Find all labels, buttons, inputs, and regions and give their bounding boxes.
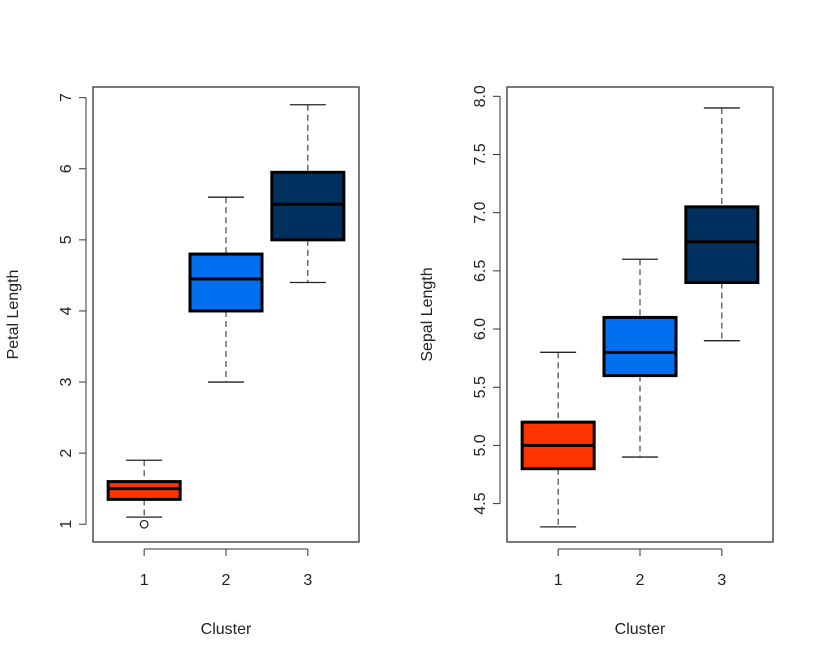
x-tick-label: 2 — [636, 572, 645, 589]
y-tick-label: 8.0 — [472, 85, 489, 107]
y-tick-label: 4 — [58, 306, 75, 315]
y-tick-label: 6.5 — [472, 260, 489, 282]
outlier-point — [139, 519, 149, 529]
y-tick-label: 3 — [58, 377, 75, 386]
x-tick-label: 1 — [554, 572, 563, 589]
x-tick-label: 3 — [717, 572, 726, 589]
y-tick-label: 5 — [58, 235, 75, 244]
y-tick-label: 5.0 — [472, 434, 489, 456]
y-tick-label: 7.0 — [472, 201, 489, 223]
y-tick-label: 4.5 — [472, 492, 489, 514]
x-axis-title: Cluster — [615, 621, 666, 638]
plot-frame — [506, 86, 774, 543]
box-cluster-2 — [602, 258, 678, 458]
panel-1: 1 2 3 4 5 6 7 1 2 3 Cluster Petal Length — [5, 86, 360, 638]
box-cluster-1 — [106, 459, 182, 529]
y-tick-label: 6.0 — [472, 318, 489, 340]
y-tick-label: 5.5 — [472, 376, 489, 398]
box-cluster-1 — [520, 351, 596, 528]
iqr-box — [188, 252, 264, 313]
iqr-box — [106, 480, 182, 501]
x-tick-label: 1 — [140, 572, 149, 589]
y-axis-title: Sepal Length — [419, 267, 436, 361]
panel-2: 4.5 5.0 5.5 6.0 6.5 7.0 7.5 8.0 1 2 3 Cluster Sepal … — [419, 85, 774, 638]
x-tick-label: 3 — [303, 572, 312, 589]
x-tick-label: 2 — [222, 572, 231, 589]
y-tick-label: 2 — [58, 449, 75, 458]
y-axis-title: Petal Length — [5, 270, 22, 360]
y-tick-label: 6 — [58, 164, 75, 173]
plot-frame — [92, 86, 360, 543]
box-cluster-3 — [270, 104, 346, 284]
y-tick-label: 1 — [58, 520, 75, 529]
iqr-box — [270, 170, 346, 242]
iqr-box — [602, 315, 678, 378]
y-tick-label: 7.5 — [472, 143, 489, 165]
box-cluster-3 — [684, 107, 760, 342]
box-cluster-2 — [188, 196, 264, 383]
iqr-box — [684, 205, 760, 284]
y-tick-label: 7 — [58, 93, 75, 102]
x-axis-title: Cluster — [201, 621, 252, 638]
